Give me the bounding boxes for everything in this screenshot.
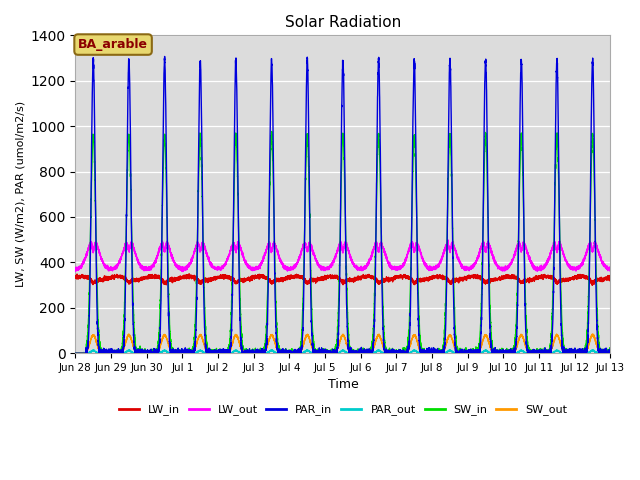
LW_out xyxy=(584,244,592,250)
LW_out xyxy=(178,269,186,275)
LW_in xyxy=(577,274,585,279)
Line: PAR_out: PAR_out xyxy=(76,350,611,353)
Line: LW_out: LW_out xyxy=(76,240,611,272)
PAR_in xyxy=(577,349,585,355)
SW_in xyxy=(607,350,614,356)
Legend: LW_in, LW_out, PAR_in, PAR_out, SW_in, SW_out: LW_in, LW_out, PAR_in, PAR_out, SW_in, S… xyxy=(114,400,572,420)
SW_out xyxy=(553,331,561,337)
LW_in xyxy=(607,275,614,281)
PAR_out xyxy=(325,350,333,356)
PAR_in xyxy=(72,350,79,356)
Line: PAR_in: PAR_in xyxy=(76,57,611,353)
SW_out xyxy=(577,350,585,356)
PAR_out xyxy=(253,350,261,356)
Line: SW_in: SW_in xyxy=(76,132,611,353)
LW_in xyxy=(325,273,333,278)
PAR_out xyxy=(478,350,486,356)
LW_out xyxy=(253,266,261,272)
LW_in xyxy=(185,271,193,276)
PAR_out xyxy=(161,347,168,353)
LW_in xyxy=(588,282,596,288)
SW_in xyxy=(477,291,485,297)
LW_in xyxy=(72,275,79,280)
LW_out xyxy=(577,263,585,269)
PAR_in xyxy=(253,350,261,356)
SW_in xyxy=(325,350,333,356)
PAR_in xyxy=(161,54,168,60)
SW_in xyxy=(463,350,470,356)
SW_out xyxy=(584,343,592,349)
X-axis label: Time: Time xyxy=(328,378,358,392)
PAR_out xyxy=(72,350,79,356)
PAR_in xyxy=(584,336,592,342)
Line: LW_in: LW_in xyxy=(76,274,611,285)
PAR_in xyxy=(477,314,485,320)
LW_in xyxy=(477,276,485,281)
SW_in xyxy=(253,350,261,356)
LW_in xyxy=(584,274,592,280)
PAR_in xyxy=(463,348,470,353)
SW_out xyxy=(72,350,79,356)
LW_out xyxy=(478,242,486,248)
Line: SW_out: SW_out xyxy=(76,334,611,353)
SW_in xyxy=(577,350,585,356)
LW_in xyxy=(253,274,261,279)
SW_out xyxy=(477,342,485,348)
PAR_out xyxy=(607,350,614,356)
Text: BA_arable: BA_arable xyxy=(78,38,148,51)
SW_in xyxy=(584,309,592,315)
LW_out xyxy=(444,237,452,243)
SW_out xyxy=(324,350,332,356)
PAR_out xyxy=(584,349,592,355)
LW_out xyxy=(607,266,614,272)
SW_out xyxy=(253,350,261,356)
PAR_in xyxy=(607,350,614,356)
Title: Solar Radiation: Solar Radiation xyxy=(285,15,401,30)
SW_out xyxy=(463,350,470,356)
LW_out xyxy=(325,265,333,271)
LW_out xyxy=(72,266,79,272)
PAR_out xyxy=(577,350,585,356)
SW_out xyxy=(607,350,614,356)
Y-axis label: LW, SW (W/m2), PAR (umol/m2/s): LW, SW (W/m2), PAR (umol/m2/s) xyxy=(15,101,25,288)
PAR_out xyxy=(463,350,470,356)
LW_in xyxy=(463,277,470,283)
LW_out xyxy=(463,267,470,273)
PAR_in xyxy=(325,350,333,356)
SW_in xyxy=(268,129,276,134)
SW_in xyxy=(72,350,79,356)
PAR_out xyxy=(72,350,79,356)
